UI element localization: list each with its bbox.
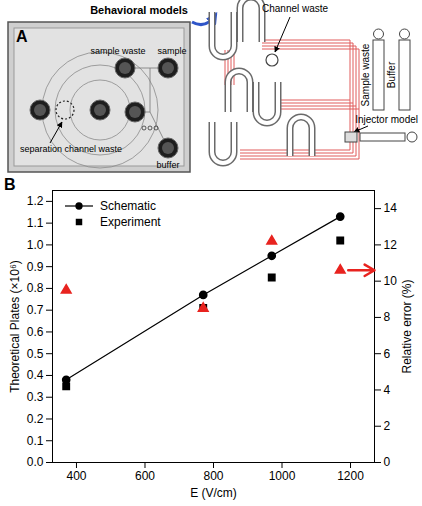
svg-text:0.6: 0.6 [27,325,44,339]
svg-text:1.0: 1.0 [27,238,44,252]
svg-text:6: 6 [384,347,391,361]
svg-text:E (V/cm): E (V/cm) [190,486,237,500]
svg-text:2: 2 [384,419,391,433]
svg-text:Behavioral models: Behavioral models [90,4,188,16]
svg-text:0.0: 0.0 [27,455,44,469]
svg-text:14: 14 [384,201,398,215]
svg-text:800: 800 [203,469,223,483]
svg-text:separation channel waste: separation channel waste [20,144,122,154]
svg-text:1.1: 1.1 [27,216,44,230]
svg-text:8: 8 [384,310,391,324]
svg-text:10: 10 [384,274,398,288]
svg-text:1000: 1000 [269,469,296,483]
svg-text:12: 12 [384,238,398,252]
svg-text:0.2: 0.2 [27,412,44,426]
svg-text:400: 400 [66,469,86,483]
svg-text:Theoretical Plates (×10⁶): Theoretical Plates (×10⁶) [8,260,22,393]
svg-text:4: 4 [384,383,391,397]
svg-text:sample: sample [157,46,186,56]
svg-text:Injector model: Injector model [355,114,418,125]
html-text:B: B [4,176,16,193]
svg-text:0.1: 0.1 [27,434,44,448]
svg-text:0.5: 0.5 [27,347,44,361]
svg-text:Relative error (%): Relative error (%) [400,279,414,373]
svg-text:0.7: 0.7 [27,303,44,317]
html-text:Schematic: Schematic [100,199,156,213]
svg-text:0.4: 0.4 [27,368,44,382]
svg-text:buffer: buffer [157,160,180,170]
svg-text:Sample waste: Sample waste [360,43,371,106]
svg-text:A: A [16,28,28,45]
svg-text:Channel waste: Channel waste [262,3,329,14]
svg-text:sample waste: sample waste [90,46,145,56]
svg-text:0: 0 [384,455,391,469]
svg-text:0.8: 0.8 [27,281,44,295]
svg-text:0.3: 0.3 [27,390,44,404]
svg-text:1.2: 1.2 [27,194,44,208]
svg-text:Buffer: Buffer [386,61,397,88]
svg-text:1200: 1200 [337,469,364,483]
svg-text:600: 600 [135,469,155,483]
svg-text:0.9: 0.9 [27,260,44,274]
html-text:Experiment: Experiment [100,215,161,229]
